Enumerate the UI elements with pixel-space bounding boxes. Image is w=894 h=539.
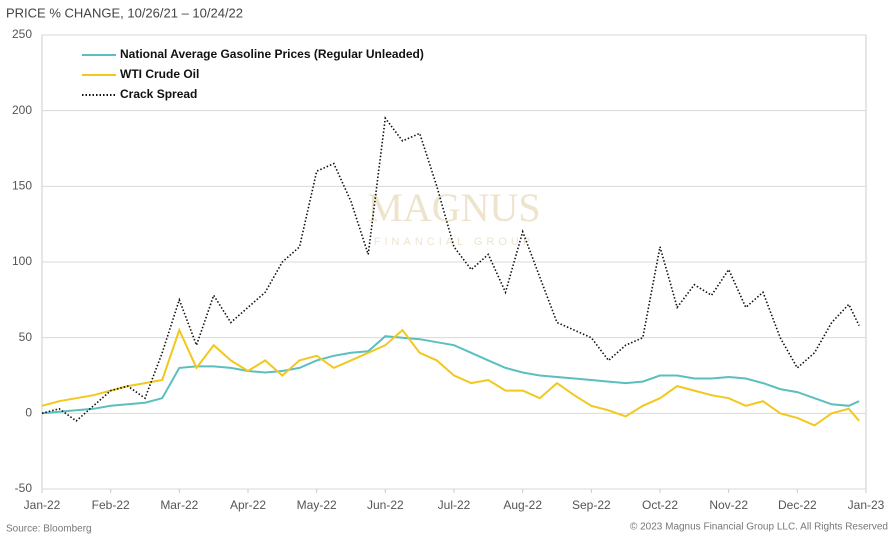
y-tick-label: 50 bbox=[19, 330, 33, 344]
y-tick-label: 100 bbox=[12, 254, 32, 268]
x-tick-label: Nov-22 bbox=[709, 498, 748, 512]
x-tick-label: Feb-22 bbox=[92, 498, 130, 512]
watermark: MAGNUS bbox=[367, 185, 540, 230]
x-tick-label: Jan-23 bbox=[848, 498, 885, 512]
x-tick-label: Mar-22 bbox=[160, 498, 198, 512]
y-tick-label: 250 bbox=[12, 27, 32, 41]
legend-label: Crack Spread bbox=[120, 87, 197, 101]
series-line bbox=[41, 116, 860, 422]
series-line bbox=[41, 335, 860, 415]
copyright: © 2023 Magnus Financial Group LLC. All R… bbox=[630, 522, 888, 533]
x-tick-label: Sep-22 bbox=[572, 498, 611, 512]
x-tick-label: Aug-22 bbox=[503, 498, 542, 512]
source: Source: Bloomberg bbox=[6, 524, 92, 535]
y-tick-label: -50 bbox=[15, 481, 33, 495]
chart-title: PRICE % CHANGE, 10/26/21 – 10/24/22 bbox=[6, 5, 243, 20]
x-tick-label: Jul-22 bbox=[438, 498, 471, 512]
y-tick-label: 0 bbox=[25, 406, 32, 420]
x-tick-label: May-22 bbox=[297, 498, 337, 512]
x-tick-label: Oct-22 bbox=[642, 498, 678, 512]
x-tick-label: Jan-22 bbox=[24, 498, 61, 512]
y-tick-label: 150 bbox=[12, 179, 32, 193]
x-tick-label: Dec-22 bbox=[778, 498, 817, 512]
x-tick-label: Jun-22 bbox=[367, 498, 404, 512]
legend-label: WTI Crude Oil bbox=[120, 67, 199, 81]
x-tick-label: Apr-22 bbox=[230, 498, 266, 512]
y-tick-label: 200 bbox=[12, 103, 32, 117]
legend-label: National Average Gasoline Prices (Regula… bbox=[120, 47, 424, 61]
series-line bbox=[41, 327, 860, 427]
